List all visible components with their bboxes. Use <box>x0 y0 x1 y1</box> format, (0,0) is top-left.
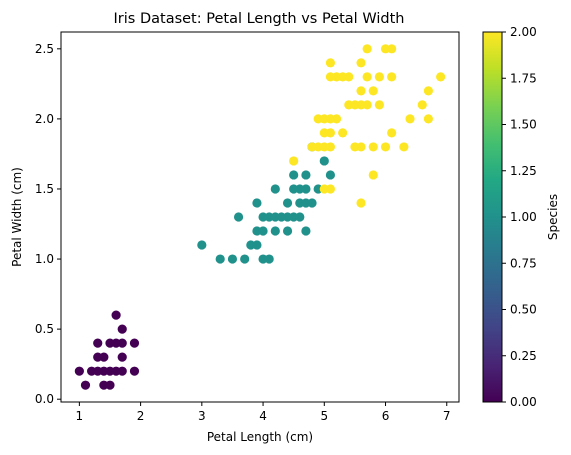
x-tick-label: 3 <box>198 409 206 423</box>
data-point <box>368 142 378 152</box>
data-point <box>387 44 397 54</box>
data-point <box>344 72 354 82</box>
data-point <box>74 366 84 376</box>
data-point <box>80 380 91 390</box>
data-point <box>99 352 109 362</box>
colorbar-tick-label: 1.25 <box>510 164 537 178</box>
data-point <box>356 58 366 68</box>
data-point <box>356 142 366 152</box>
data-point <box>289 156 299 166</box>
y-tick-label: 0.5 <box>35 322 54 336</box>
data-point <box>423 114 433 124</box>
y-tick-label: 2.5 <box>35 42 54 56</box>
data-point <box>380 142 391 152</box>
x-tick-label: 5 <box>320 409 328 423</box>
colorbar-tick-label: 1.00 <box>510 210 537 224</box>
x-tick-label: 1 <box>76 409 84 423</box>
data-point <box>111 310 121 320</box>
y-axis-label: Petal Width (cm) <box>10 167 24 267</box>
data-point <box>93 338 103 348</box>
colorbar-tick-label: 0.75 <box>510 256 537 270</box>
data-point <box>331 114 342 124</box>
data-point <box>301 226 311 236</box>
colorbar-tick-label: 2.00 <box>510 25 537 39</box>
data-point <box>405 114 415 124</box>
chart-title: Iris Dataset: Petal Length vs Petal Widt… <box>114 11 405 27</box>
data-point <box>282 226 293 236</box>
data-point <box>325 184 336 194</box>
data-point <box>117 352 127 362</box>
data-point <box>325 170 336 180</box>
data-point <box>289 170 299 180</box>
data-point <box>417 100 427 110</box>
x-tick-label: 7 <box>443 409 451 423</box>
x-axis-label: Petal Length (cm) <box>207 430 313 444</box>
colorbar-tick-label: 0.50 <box>510 303 537 317</box>
data-point <box>227 254 238 264</box>
data-point <box>387 72 397 82</box>
data-point <box>307 198 317 208</box>
data-point <box>282 198 293 208</box>
plot-area: 1 2 3 4 5 6 7 0.0 0.5 1.0 1.5 2.0 2.5 <box>35 31 460 423</box>
colorbar-ticks: 0.00 0.25 0.50 0.75 1.00 1.25 1.50 1.75 2.00 <box>502 25 537 409</box>
data-point <box>270 184 280 194</box>
data-point <box>368 86 378 96</box>
data-point <box>252 198 262 208</box>
x-tick-label: 4 <box>259 409 267 423</box>
x-tick-label: 6 <box>382 409 390 423</box>
data-point <box>362 100 372 110</box>
data-point <box>362 44 372 54</box>
data-point <box>301 184 311 194</box>
data-point <box>295 212 305 222</box>
data-point <box>252 240 262 250</box>
data-point <box>399 142 409 152</box>
data-points <box>74 44 446 390</box>
data-point <box>423 86 433 96</box>
colorbar: 0.00 0.25 0.50 0.75 1.00 1.25 1.50 1.75 2.00 Spe… <box>482 25 560 409</box>
y-tick-label: 0.0 <box>35 392 54 406</box>
data-point <box>325 58 336 68</box>
data-point <box>374 72 384 82</box>
data-point <box>356 86 366 96</box>
data-point <box>362 72 372 82</box>
plot-frame <box>60 31 460 403</box>
colorbar-label: Species <box>546 194 560 240</box>
data-point <box>117 366 127 376</box>
data-point <box>197 240 207 250</box>
colorbar-tick-label: 0.00 <box>510 395 537 409</box>
data-point <box>233 212 244 222</box>
data-point <box>215 254 225 264</box>
y-axis-ticks: 0.0 0.5 1.0 1.5 2.0 2.5 <box>35 42 61 406</box>
colorbar-tick-label: 1.75 <box>510 71 537 85</box>
data-point <box>387 128 397 138</box>
data-point <box>436 72 446 82</box>
data-point <box>356 198 366 208</box>
data-point <box>325 142 336 152</box>
x-axis-ticks: 1 2 3 4 5 6 7 <box>76 402 451 423</box>
data-point <box>319 128 329 138</box>
data-point <box>258 226 268 236</box>
data-point <box>270 226 280 236</box>
y-tick-label: 2.0 <box>35 112 54 126</box>
data-point <box>117 338 127 348</box>
data-point <box>368 170 378 180</box>
y-tick-label: 1.5 <box>35 182 54 196</box>
data-point <box>264 254 274 264</box>
colorbar-gradient <box>483 32 502 402</box>
data-point <box>338 128 348 138</box>
data-point <box>319 156 329 166</box>
colorbar-tick-label: 0.25 <box>510 349 537 363</box>
data-point <box>240 254 250 264</box>
data-point <box>129 366 140 376</box>
colorbar-tick-label: 1.50 <box>510 118 537 132</box>
data-point <box>105 380 115 390</box>
y-tick-label: 1.0 <box>35 252 54 266</box>
x-tick-label: 2 <box>137 409 145 423</box>
data-point <box>301 170 311 180</box>
data-point <box>129 338 140 348</box>
data-point <box>374 100 384 110</box>
data-point <box>117 324 127 334</box>
